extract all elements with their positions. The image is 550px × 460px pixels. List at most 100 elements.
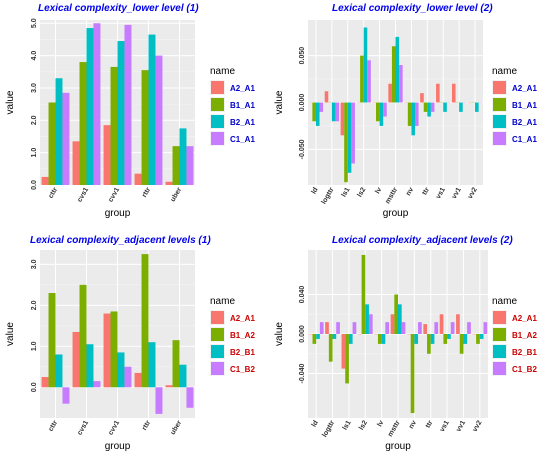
bar-A2_A1-msttr xyxy=(388,83,392,103)
bar-B1_A1-cvv1 xyxy=(110,66,118,185)
bar-B1_A2-ttr xyxy=(427,334,431,354)
bar-A2_A1-cvv1 xyxy=(103,313,111,388)
bar-B2_B1-ld xyxy=(316,334,320,339)
x-tick-label: nv xyxy=(408,419,418,430)
legend: name A2_A1 B1_A2 B2_B1 C1_B2 xyxy=(210,296,255,376)
x-tick-label: lv xyxy=(374,186,383,195)
y-tick-label: 0.040 xyxy=(299,286,306,304)
x-tick-label: lv xyxy=(376,419,385,428)
x-tick-label: cvv1 xyxy=(107,186,121,203)
bar-C1_B2-cttr xyxy=(62,387,70,404)
bar-B1_A1-msttr xyxy=(391,46,396,103)
x-tick-label: logttr xyxy=(321,186,336,205)
y-tick-label: 0.000 xyxy=(299,325,306,343)
x-tick-label: rttr xyxy=(141,186,152,198)
bar-B2_A1-cvs1 xyxy=(86,28,94,185)
bar-A2_A1-ttr xyxy=(423,324,428,334)
bar-C1_B2-nv xyxy=(418,322,422,334)
bar-B1_A2-cvs1 xyxy=(79,284,87,388)
bar-C1_B2-msttr xyxy=(401,322,406,334)
chart-panel-2: Lexical complexity_lower level (2) -0.050… xyxy=(274,3,537,219)
legend-label: A2_A1 xyxy=(230,314,255,323)
bar-B1_A2-vv2 xyxy=(476,334,480,344)
bar-B1_A2-cttr xyxy=(48,293,56,388)
legend-swatch xyxy=(211,132,224,145)
bar-C1_B2-vv1 xyxy=(467,322,471,334)
bar-A2_A1-vv1 xyxy=(456,314,460,334)
y-tick-label: 0.0 xyxy=(31,180,38,190)
bar-C1_B2-ls1 xyxy=(352,322,357,334)
legend: name A2_A1 B1_A1 B2_A1 C1_A1 xyxy=(210,66,255,146)
legend-label: B1_A1 xyxy=(512,101,537,110)
bar-A2_A1-ls1 xyxy=(341,334,346,369)
bar-A2_A1-rttr xyxy=(134,173,142,185)
bar-B2_A1-cvv1 xyxy=(117,41,125,185)
bar-C1_B2-vv2 xyxy=(483,322,488,334)
x-tick-label: msttr xyxy=(384,186,399,205)
bar-B2_A1-nv xyxy=(411,102,415,136)
x-tick-label: ld xyxy=(311,187,320,196)
y-tick-label: 1.0 xyxy=(31,148,38,158)
x-tick-label: vv1 xyxy=(455,419,467,433)
y-tick-label: -0.040 xyxy=(299,364,306,384)
bar-C1_B2-uber xyxy=(186,387,194,408)
legend-swatch xyxy=(211,345,224,358)
bar-B2_A1-logttr xyxy=(331,102,336,122)
x-tick-label: logttr xyxy=(321,419,336,438)
bar-B1_A2-msttr xyxy=(394,294,398,334)
bar-A2_A1-cvs1 xyxy=(72,331,80,388)
bar-B1_A2-logttr xyxy=(328,334,333,362)
x-tick-label: ttr xyxy=(421,186,431,196)
legend-label: B2_A1 xyxy=(512,118,537,127)
bar-C1_A1-msttr xyxy=(399,65,403,103)
bar-B1_A2-vv1 xyxy=(459,334,464,354)
bar-C1_B2-vs1 xyxy=(450,322,455,334)
bar-B1_A2-vs1 xyxy=(443,334,448,344)
bar-A2_A1-logttr xyxy=(324,91,329,103)
bar-B2_B1-vv1 xyxy=(463,334,468,344)
bar-B2_B1-msttr xyxy=(398,304,402,334)
bar-B2_A1-lv xyxy=(379,102,384,126)
bar-B2_A1-vv1 xyxy=(459,102,463,112)
x-tick-label: cttr xyxy=(48,186,60,200)
bar-B1_A1-ttr xyxy=(423,102,428,112)
bar-B2_A1-cttr xyxy=(55,78,63,185)
legend-swatch xyxy=(493,132,506,145)
bar-B1_A1-cttr xyxy=(48,102,56,185)
legend-swatch xyxy=(493,328,506,341)
x-tick-label: nv xyxy=(405,186,415,197)
y-tick-label: 3.0 xyxy=(31,83,38,93)
bar-B1_A1-nv xyxy=(407,102,412,126)
bar-B2_A1-ttr xyxy=(427,102,431,117)
bar-C1_B2-cvs1 xyxy=(93,381,101,388)
x-tick-label: cttr xyxy=(48,419,60,433)
bar-B1_A1-cvs1 xyxy=(79,62,87,185)
x-axis-label: group xyxy=(105,441,131,452)
chart-panel-3: Lexical complexity_adjacent levels (1) 0.… xyxy=(5,235,255,452)
legend-title: name xyxy=(210,296,235,307)
bar-B1_A2-ld xyxy=(312,334,317,344)
bar-B2_B1-rttr xyxy=(148,342,156,388)
y-tick-label: 0.0 xyxy=(31,382,38,392)
bar-C1_B2-lv xyxy=(385,322,389,334)
x-tick-label: ld xyxy=(311,420,320,429)
bar-B2_B1-ls1 xyxy=(348,334,353,344)
x-tick-label: cvs1 xyxy=(76,186,90,203)
y-tick-label: 0.050 xyxy=(299,47,306,65)
bar-A2_A1-msttr xyxy=(390,314,395,334)
x-tick-label: ls1 xyxy=(342,419,353,431)
bar-C1_A1-cvv1 xyxy=(124,24,132,186)
y-tick-label: 0.000 xyxy=(299,94,306,112)
bar-B2_A1-msttr xyxy=(395,36,400,103)
y-tick-label: 3.0 xyxy=(31,259,38,269)
bar-A2_A1-uber xyxy=(165,181,173,185)
bar-B1_A1-lv xyxy=(376,102,380,122)
chart-panel-1: Lexical complexity_lower level (1) 0.0 1.0… xyxy=(5,3,255,219)
bar-B1_A2-ls1 xyxy=(345,334,349,384)
x-axis-label: group xyxy=(383,208,409,219)
legend-swatch xyxy=(493,345,506,358)
y-tick-label: 5.0 xyxy=(31,18,38,28)
bar-C1_B2-ld xyxy=(319,322,324,334)
y-tick-label: 1.0 xyxy=(31,341,38,351)
bar-B1_A2-lv xyxy=(377,334,382,344)
